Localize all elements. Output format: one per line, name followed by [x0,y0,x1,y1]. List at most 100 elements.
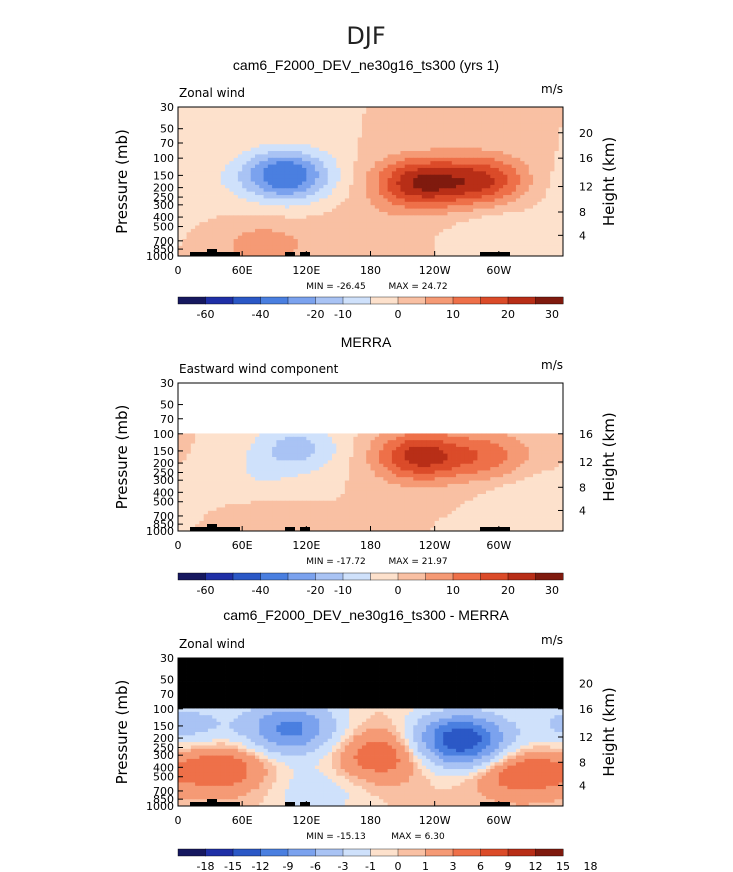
field-cell [533,389,538,394]
field-cell [297,188,303,193]
field-cell [468,393,474,397]
field-cell [460,110,466,115]
field-cell [550,147,555,152]
field-cell [391,161,397,165]
field-cell [409,252,414,257]
field-cell [404,222,410,226]
field-cell [434,211,440,216]
field-cell [528,218,534,223]
field-cell [379,130,384,135]
field-cell [426,154,431,159]
field-cell [456,171,461,176]
field-cell [374,416,380,421]
field-cell [225,239,230,243]
field-cell [190,195,196,199]
field-cell [558,201,564,206]
field-cell [481,171,487,176]
field-cell [361,228,367,233]
field-cell [379,235,384,240]
field-cell [289,406,294,411]
field-cell [182,164,187,169]
field-cell [289,383,294,387]
field-cell [507,396,513,401]
field-cell [481,239,487,243]
field-cell [545,218,551,223]
field-cell [426,130,431,135]
field-cell [237,225,243,230]
field-cell [216,178,222,182]
field-cell [182,140,187,145]
field-cell [391,123,397,128]
field-cell [178,147,183,152]
field-cell [447,386,453,391]
field-cell [242,137,247,142]
field-cell [203,242,209,247]
field-cell [332,225,337,230]
field-cell [558,198,564,203]
field-cell [451,198,457,203]
field-cell [541,167,547,172]
field-cell [255,396,260,401]
field-cell [220,211,226,216]
field-cell [426,140,431,145]
field-cell [284,164,290,169]
field-cell [554,178,560,182]
field-cell [558,239,564,243]
field-cell [426,147,431,152]
field-cell [302,218,307,223]
field-cell [400,157,406,162]
field-cell [391,232,397,237]
field-cell [361,399,367,404]
field-cell [237,228,243,233]
field-cell [212,228,217,233]
field-cell [550,413,555,418]
field-cell [306,409,312,414]
field-cell [332,113,337,118]
field-cell [503,215,508,220]
field-cell [443,386,448,391]
field-cell [306,164,312,169]
field-cell [503,239,508,243]
field-cell [195,403,200,407]
field-cell [289,389,294,394]
field-cell [430,157,436,162]
field-cell [225,188,230,193]
field-cell [391,386,397,391]
field-cell [533,167,538,172]
field-cell [229,137,235,142]
field-cell [396,134,401,138]
field-cell [503,222,508,226]
field-cell [289,218,294,223]
field-cell [515,181,521,186]
field-cell [332,178,337,182]
field-cell [263,222,269,226]
field-cell [370,235,376,240]
field-cell [438,134,444,138]
field-cell [302,393,307,397]
field-cell [537,178,543,182]
field-cell [349,157,354,162]
field-cell [276,110,282,115]
field-cell [178,383,183,387]
field-cell [199,137,205,142]
field-cell [374,211,380,216]
field-cell [464,245,470,250]
field-cell [306,393,312,397]
field-cell [494,164,500,169]
field-cell [391,249,397,254]
field-cell [498,127,504,132]
field-cell [396,201,401,206]
field-cell [357,218,363,223]
field-cell [250,396,256,401]
field-cell [374,167,380,172]
field-cell [400,188,406,193]
field-cell [477,399,483,404]
field-cell [178,389,183,394]
field-cell [310,157,316,162]
field-cell [366,249,371,254]
field-cell [524,157,530,162]
field-cell [451,151,457,155]
field-cell [481,113,487,118]
field-cell [327,409,333,414]
field-cell [550,215,555,220]
